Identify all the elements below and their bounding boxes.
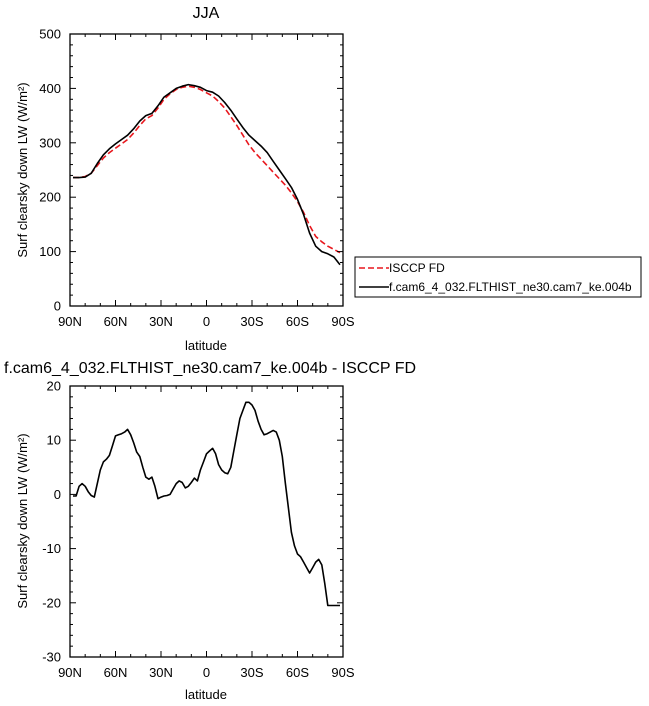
- bottom-y-tick-label: 0: [54, 487, 61, 502]
- bottom-y-tick-label: 10: [47, 433, 61, 448]
- top-axes-group: 90N 60N 30N 0 30S 60S 90S 0 100 200 300 400 500: [39, 27, 355, 330]
- top-plot-frame: [69, 33, 344, 307]
- bottom-series-line-model: [73, 401, 340, 607]
- top-y-tick-label: 200: [39, 190, 61, 205]
- bottom-x-tick-label: 60S: [286, 665, 309, 680]
- legend-entry-obs: ISCCP FD: [389, 261, 445, 275]
- top-x-tick-label: 30S: [240, 314, 263, 329]
- bottom-x-tick-label: 0: [203, 665, 210, 680]
- bottom-y-tick-label: -30: [42, 650, 61, 665]
- bottom-y-tick-label: -10: [42, 541, 61, 556]
- top-y-tick-label: 500: [39, 27, 61, 42]
- top-x-tick-label: 60S: [286, 314, 309, 329]
- bottom-y-axis-title: Surf clearsky down LW (W/m²): [15, 433, 30, 608]
- bottom-y-tick-label: -20: [42, 595, 61, 610]
- top-y-tick-label: 100: [39, 244, 61, 259]
- bottom-panel: f.cam6_4_032.FLTHIST_ne30.cam7_ke.004b -…: [4, 360, 416, 702]
- legend: ISCCP FD f.cam6_4_032.FLTHIST_ne30.cam7_…: [354, 256, 642, 298]
- top-x-tick-label: 90S: [331, 314, 354, 329]
- top-x-tick-label: 60N: [104, 314, 128, 329]
- top-x-axis-title: latitude: [185, 338, 227, 353]
- legend-entry-model: f.cam6_4_032.FLTHIST_ne30.cam7_ke.004b: [389, 280, 632, 294]
- top-y-tick-label: 300: [39, 135, 61, 150]
- top-x-tick-label: 0: [203, 314, 210, 329]
- bottom-x-tick-label: 60N: [104, 665, 128, 680]
- bottom-x-axis-title: latitude: [185, 687, 227, 702]
- bottom-plot-title: f.cam6_4_032.FLTHIST_ne30.cam7_ke.004b -…: [4, 360, 416, 377]
- bottom-axes-group: 90N 60N 30N 0 30S 60S 90S -30 -20 -10 0 10 20: [42, 379, 355, 681]
- top-y-tick-label: 400: [39, 81, 61, 96]
- bottom-y-tick-label: 20: [47, 379, 61, 394]
- top-series-line-obs: [73, 85, 341, 254]
- top-panel: JJA 90N 60N 30N 0 30S 60S 90S0100200300400500 …: [15, 5, 642, 353]
- bottom-x-tick-label: 90S: [331, 665, 354, 680]
- top-y-axis-title: Surf clearsky down LW (W/m²): [15, 82, 30, 257]
- top-x-tick-label: 30N: [149, 314, 173, 329]
- top-x-tick-label: 90N: [58, 314, 82, 329]
- bottom-x-tick-label: 30N: [149, 665, 173, 680]
- top-y-tick-label: 0: [54, 299, 61, 314]
- bottom-series-group: [73, 401, 340, 607]
- bottom-plot-frame: [69, 385, 344, 658]
- bottom-x-tick-label: 90N: [58, 665, 82, 680]
- top-plot-title: JJA: [193, 5, 220, 22]
- top-series-line-model: [73, 83, 341, 266]
- top-series-group: [73, 83, 341, 266]
- bottom-x-tick-label: 30S: [240, 665, 263, 680]
- legend-box: [354, 256, 642, 298]
